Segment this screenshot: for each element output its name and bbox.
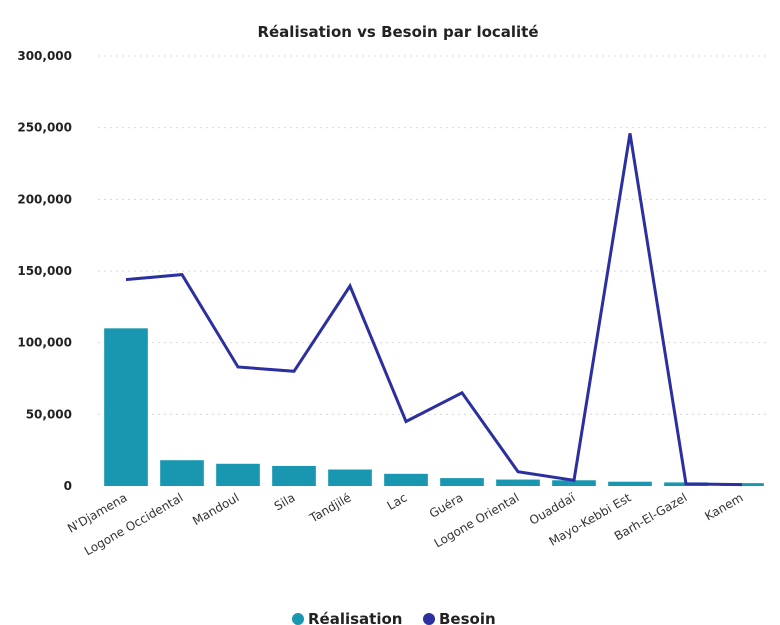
- legend-item-realisation[interactable]: Réalisation: [292, 610, 402, 625]
- y-tick-label: 0: [64, 479, 72, 493]
- y-tick-label: 250,000: [17, 121, 72, 135]
- y-tick-label: 300,000: [17, 49, 72, 63]
- y-tick-label: 150,000: [17, 264, 72, 278]
- bar-realisation[interactable]: [272, 465, 316, 486]
- chart-title: Réalisation vs Besoin par localité: [257, 23, 538, 41]
- bar-realisation[interactable]: [104, 328, 148, 486]
- bar-realisation[interactable]: [216, 463, 260, 486]
- gridlines: [98, 55, 770, 415]
- y-tick-label: 100,000: [17, 336, 72, 350]
- bar-realisation[interactable]: [552, 480, 596, 486]
- line-besoin[interactable]: [125, 133, 743, 487]
- besoin-line: [125, 133, 743, 487]
- y-axis-ticks: 0 50,000 100,000 150,000 200,000 250,000 300,0…: [17, 49, 72, 493]
- y-tick-label: 200,000: [17, 192, 72, 206]
- x-tick-label: Sila: [272, 490, 298, 513]
- x-tick-label: Lac: [385, 490, 410, 512]
- legend-marker-besoin: [423, 613, 435, 625]
- legend-marker-realisation: [292, 613, 304, 625]
- legend-label-besoin: Besoin: [439, 610, 496, 625]
- bar-realisation[interactable]: [440, 478, 484, 486]
- x-tick-label: Tandjilé: [306, 490, 353, 525]
- bar-realisation[interactable]: [384, 473, 428, 486]
- realisation-bars: [104, 328, 764, 486]
- legend-item-besoin[interactable]: Besoin: [423, 610, 496, 625]
- x-tick-label: Logone Occidental: [82, 490, 186, 558]
- legend[interactable]: Réalisation Besoin: [292, 610, 496, 625]
- x-tick-label: Guéra: [427, 490, 466, 520]
- x-tick-label: Mandoul: [190, 490, 241, 528]
- y-tick-label: 50,000: [26, 407, 72, 421]
- x-tick-label: Kanem: [702, 490, 745, 523]
- bar-realisation[interactable]: [328, 469, 372, 486]
- bar-realisation[interactable]: [160, 460, 204, 486]
- bar-realisation[interactable]: [608, 481, 652, 486]
- bar-realisation[interactable]: [496, 479, 540, 486]
- legend-label-realisation: Réalisation: [308, 610, 402, 625]
